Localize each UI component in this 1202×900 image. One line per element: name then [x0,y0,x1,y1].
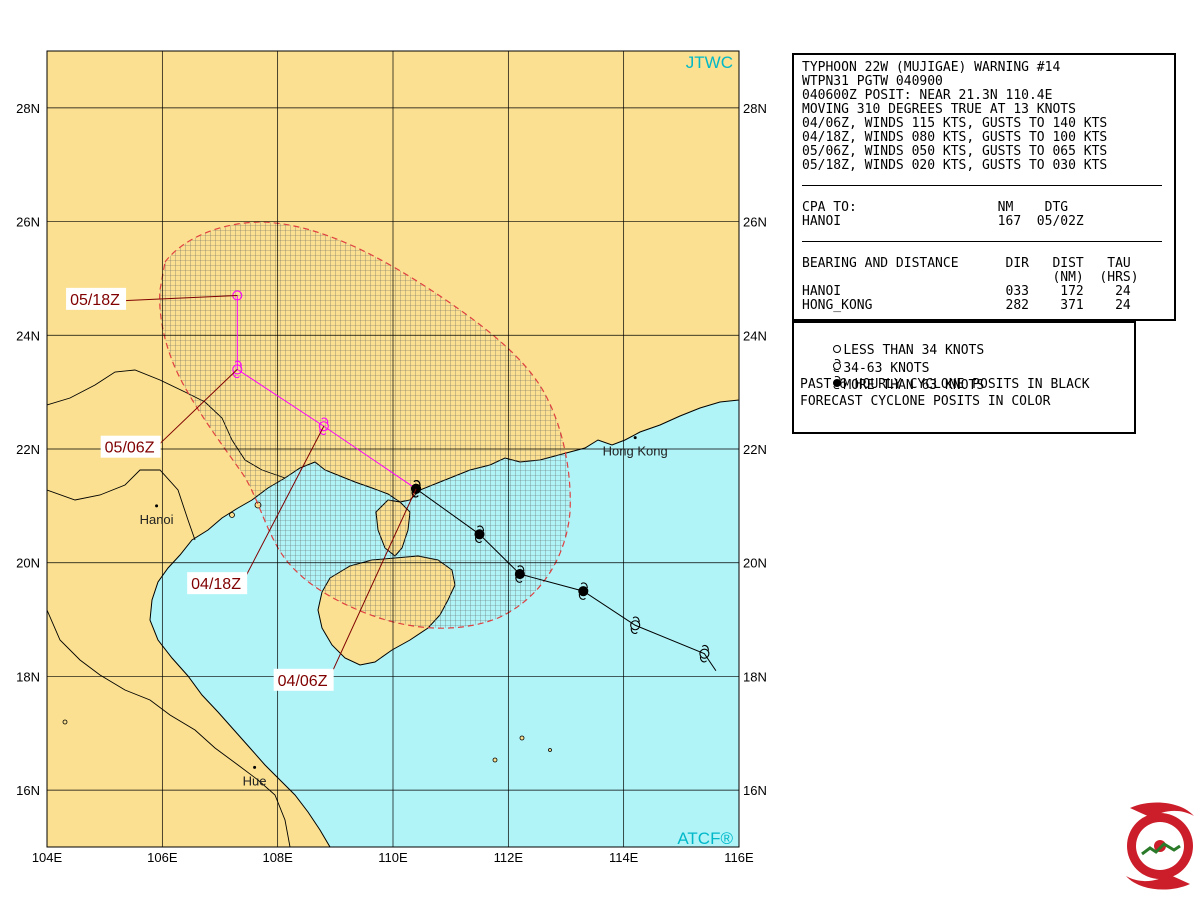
lat-label-left: 28N [16,101,40,116]
open-circle-icon [833,345,842,353]
legend-item-34-63: 34-63 KNOTS [800,342,929,394]
island [519,735,525,741]
bearing-header: BEARING AND DISTANCE DIR DIST TAU [802,256,1131,271]
lat-label-right: 18N [743,669,767,684]
forecast-time-label: 04/06Z [278,673,328,690]
island [62,719,68,725]
lat-label-left: 22N [16,442,40,457]
lat-label-left: 16N [16,783,40,798]
forecast-callout: 04/06Z [273,488,417,691]
island [492,757,498,763]
lon-label: 108E [262,850,293,865]
forecast-time-label: 05/06Z [105,440,155,457]
forecast-winds-1: 04/06Z, WINDS 115 KTS, GUSTS TO 140 KTS [802,116,1108,131]
forecast-callout: 04/18Z [187,426,325,595]
forecast-time-label: 04/18Z [191,576,241,593]
lat-label-left: 24N [16,328,40,343]
forecast-position-symbol [318,417,329,435]
past-position-symbol [630,616,641,634]
forecast-time-label: 05/18Z [70,292,120,309]
lat-label-right: 28N [743,101,767,116]
warning-header: WTPN31 PGTW 040900 [802,74,943,89]
wind-danger-swath [159,221,571,629]
warning-position: 040600Z POSIT: NEAR 21.3N 110.4E [802,88,1053,103]
lon-label: 116E [724,850,754,865]
warning-motion: MOVING 310 DEGREES TRUE AT 13 KNOTS [802,102,1076,117]
cpa-row: HANOI 167 05/02Z [802,214,1084,229]
past-position-symbol [578,582,589,600]
typhoon-symbol-icon [833,376,842,389]
legend-item-lt34: LESS THAN 34 KNOTS [800,325,984,376]
lat-label-right: 26N [743,215,767,230]
past-position-symbol [474,525,485,544]
cpa-header: CPA TO: NM DTG [802,200,1069,215]
bearing-row-hanoi: HANOI 033 172 24 [802,284,1131,299]
lon-label: 110E [378,850,408,865]
forecast-callouts: 05/18Z 05/06Z 04/18Z 04/06Z [66,287,417,691]
city-label: Hanoi [140,512,174,527]
lat-label-right: 22N [743,442,767,457]
lat-label-right: 20N [743,556,767,571]
lat-label-right: 16N [743,783,767,798]
forecast-winds-3: 05/06Z, WINDS 050 KTS, GUSTS TO 065 KTS [802,144,1108,159]
forecast-track-line [236,295,417,490]
past-position-symbol [699,644,710,663]
lon-label: 104E [32,850,63,865]
legend-note-past: PAST 6 HOURLY CYCLONE POSITS IN BLACK [800,377,1090,392]
legend-item-gt63: MORE THAN 63 KNOTS [800,359,984,411]
legend-box: LESS THAN 34 KNOTS 34-63 KNOTS MORE THAN… [792,321,1136,434]
divider [802,241,1162,242]
forecast-callout: 05/06Z [100,369,238,458]
city-dot [253,765,257,769]
lat-label-right: 24N [743,328,767,343]
forecast-winds-2: 04/18Z, WINDS 080 KTS, GUSTS TO 100 KTS [802,130,1108,145]
jtwc-logo [1126,802,1194,890]
lat-label-left: 20N [16,556,40,571]
warning-info-box: TYPHOON 22W (MUJIGAE) WARNING #14 WTPN31… [792,53,1176,321]
axis-labels: 28N 28N 26N 26N 24N 24N 22N 22N 20N 20N 18N 18N 16N 1… [16,101,767,865]
city-dot [155,504,159,508]
place-labels: Hanoi Hue Hong Kong [140,436,668,788]
city-label: Hue [243,773,267,788]
city-dot [633,436,637,440]
bearing-subheader: (NM) (HRS) [802,270,1139,285]
bearing-row-hong-kong: HONG_KONG 282 371 24 [802,298,1131,313]
warning-title: TYPHOON 22W (MUJIGAE) WARNING #14 [802,60,1061,75]
island [548,748,552,752]
storm-symbol-icon [833,359,842,372]
country-border [47,609,291,847]
system-label: ATCF® [677,829,733,848]
lon-label: 112E [494,850,524,865]
lat-label-left: 26N [16,215,40,230]
lon-label: 106E [147,850,178,865]
legend-note-forecast: FORECAST CYCLONE POSITS IN COLOR [800,394,1051,409]
forecast-callout: 05/18Z [66,287,238,310]
past-position-symbol [514,565,525,583]
forecast-winds-4: 05/18Z, WINDS 020 KTS, GUSTS TO 030 KTS [802,158,1108,173]
country-border [47,469,196,541]
lon-label: 114E [609,850,639,865]
city-label: Hong Kong [603,444,668,459]
lat-lon-grid [47,51,739,847]
agency-label: JTWC [686,53,733,72]
divider [802,185,1162,186]
map-frame [46,50,740,848]
island [229,512,235,518]
lat-label-left: 18N [16,669,40,684]
